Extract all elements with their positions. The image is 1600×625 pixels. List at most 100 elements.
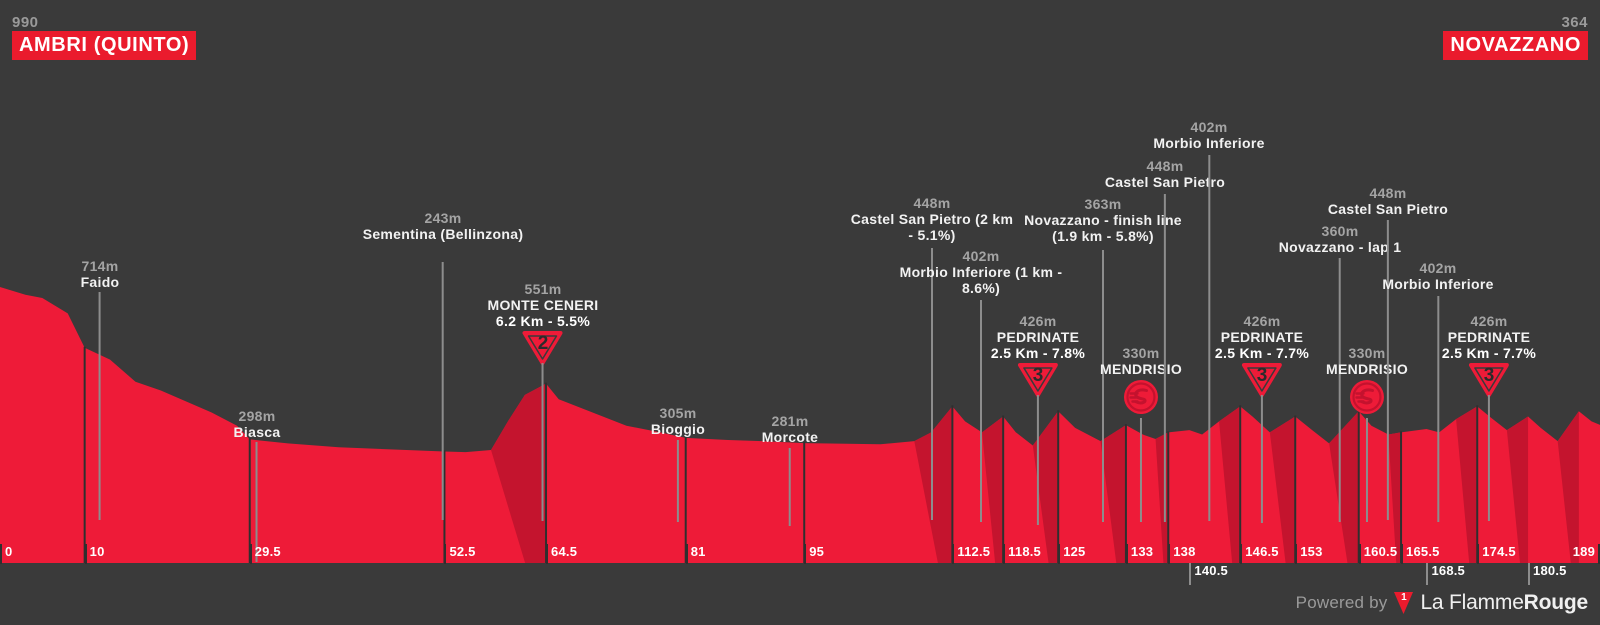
climb-category-number: 3 <box>1032 365 1044 386</box>
poi-altitude: 402m <box>1190 119 1228 135</box>
poi-marker: 551m MONTE CENERI 6.2 Km - 5.5% 2 <box>488 281 599 521</box>
poi-marker: 363m Novazzano - finish line (1.9 km - 5.… <box>1018 196 1188 522</box>
brand-bold: Rouge <box>1523 591 1589 614</box>
poi-stem-line <box>1436 296 1439 522</box>
poi-altitude: 298m <box>238 408 276 424</box>
x-axis-tick: 10 <box>84 544 105 564</box>
climb-shade-8 <box>1329 411 1359 563</box>
poi-name: PEDRINATE <box>996 329 1080 345</box>
climb-shade-9 <box>1388 432 1402 563</box>
poi-name: MENDRISIO <box>1325 361 1409 377</box>
climb-shade-7 <box>1269 416 1296 563</box>
elevation-profile-svg <box>0 287 1600 563</box>
x-axis-tick: 138 <box>1168 544 1195 564</box>
poi-altitude: 281m <box>771 413 809 429</box>
poi-stem-line <box>1338 258 1341 522</box>
powered-by-label: Powered by <box>1295 593 1388 612</box>
x-axis-tick: 180.5 <box>1528 563 1567 585</box>
poi-marker: 330m MENDRISIO <box>1100 345 1182 522</box>
x-axis-tick: 189 <box>1560 544 1600 564</box>
poi-stem-line <box>1260 395 1263 523</box>
x-axis-tick: 168.5 <box>1426 563 1465 585</box>
poi-marker: 448m Castel San Pietro <box>1105 158 1225 522</box>
poi-name: Morcote <box>761 429 819 445</box>
poi-gradient: 2.5 Km - 7.7% <box>1441 345 1537 361</box>
brand-name: La FlammeRouge <box>1420 591 1588 615</box>
climb-shade-12 <box>1557 411 1579 563</box>
poi-marker: 243m Sementina (Bellinzona) <box>363 210 524 520</box>
footer-credit: Powered by 1 La FlammeRouge <box>1296 591 1588 615</box>
climb-category-icon: 3 <box>1468 363 1509 397</box>
poi-stem-line <box>1365 418 1368 522</box>
poi-stem-line <box>1163 194 1166 522</box>
poi-name: Bioggio <box>650 421 706 437</box>
poi-altitude: 363m <box>1084 196 1122 212</box>
poi-stem-line <box>789 448 791 526</box>
poi-name: PEDRINATE <box>1220 329 1304 345</box>
climb-shade-11 <box>1506 416 1529 563</box>
poi-marker: 330m MENDRISIO <box>1325 345 1409 522</box>
poi-altitude: 243m <box>424 210 462 226</box>
x-axis-tick: 81 <box>685 544 706 564</box>
x-axis-tick: 29.5 <box>249 544 281 564</box>
climb-category-number: 3 <box>1483 365 1495 386</box>
x-axis-tick: 146.5 <box>1240 544 1279 564</box>
climb-shade-1 <box>914 406 953 563</box>
poi-gradient: 2.5 Km - 7.7% <box>1214 345 1310 361</box>
poi-marker: 448m Castel San Pietro (2 km - 5.1%) <box>847 195 1017 520</box>
poi-altitude: 714m <box>81 258 119 274</box>
poi-stem-line <box>1207 155 1210 521</box>
poi-marker: 402m Morbio Inferiore <box>1153 119 1265 521</box>
poi-name: PEDRINATE <box>1447 329 1531 345</box>
poi-stem-line <box>541 363 544 521</box>
poi-altitude: 402m <box>1419 260 1457 276</box>
logo-number: 1 <box>1401 592 1407 603</box>
poi-altitude: 551m <box>524 281 562 297</box>
climb-category-icon: 3 <box>1241 363 1282 397</box>
sprint-icon <box>1348 378 1386 416</box>
climb-shade-4 <box>1100 425 1126 563</box>
poi-marker: 402m Morbio Inferiore (1 km - 8.6%) <box>896 248 1066 522</box>
poi-altitude: 448m <box>913 195 951 211</box>
start-city-label: AMBRI (QUINTO) <box>12 31 197 60</box>
climb-shade-2 <box>982 416 1004 563</box>
poi-altitude: 330m <box>1348 345 1386 361</box>
x-axis-tick: 140.5 <box>1189 563 1228 585</box>
poi-altitude: 426m <box>1019 313 1057 329</box>
x-axis-tick: 95 <box>804 544 824 564</box>
poi-name: Novazzano - finish line (1.9 km - 5.8%) <box>1024 212 1182 244</box>
x-axis-tick: 125 <box>1058 544 1085 564</box>
brand-light: La Flamme <box>1420 591 1524 614</box>
elevation-plot-area: 714m Faido 298m Biasca 243m Sementina (Bellin… <box>0 119 1600 563</box>
poi-stem-line <box>99 292 101 520</box>
climb-shade-0 <box>491 383 547 563</box>
poi-marker: 714m Faido <box>80 258 120 520</box>
x-axis-tick: 133 <box>1125 544 1153 564</box>
x-axis-tick: 64.5 <box>546 544 577 564</box>
poi-name: Morbio Inferiore <box>1153 135 1265 151</box>
climb-category-number: 3 <box>1256 365 1268 386</box>
poi-name: Faido <box>80 274 120 290</box>
poi-gradient: 2.5 Km - 7.8% <box>990 345 1086 361</box>
poi-name: Morbio Inferiore (1 km - 8.6%) <box>899 264 1063 296</box>
x-axis-tick: 52.5 <box>444 544 475 564</box>
x-axis-tick: 0 <box>0 544 12 564</box>
x-axis-tick: 112.5 <box>952 544 990 564</box>
poi-stem-line <box>980 300 982 522</box>
climb-category-icon: 2 <box>522 331 563 365</box>
climb-category-number: 2 <box>537 333 549 354</box>
finish-terminus: 364 NOVAZZANO <box>1443 14 1588 60</box>
poi-stem-line <box>442 262 444 520</box>
poi-stem-line <box>255 442 258 562</box>
x-axis-tick: 174.5 <box>1477 544 1516 564</box>
poi-marker: 281m Morcote <box>761 413 819 526</box>
poi-altitude: 360m <box>1321 223 1359 239</box>
poi-altitude: 305m <box>659 405 697 421</box>
poi-stem-line <box>931 248 933 520</box>
x-axis-tick: 118.5 <box>1003 544 1041 564</box>
poi-marker: 305m Bioggio <box>650 405 706 522</box>
poi-stem-line <box>1036 395 1039 525</box>
poi-name: Morbio Inferiore <box>1382 276 1494 292</box>
climb-shade-3 <box>1032 411 1059 563</box>
